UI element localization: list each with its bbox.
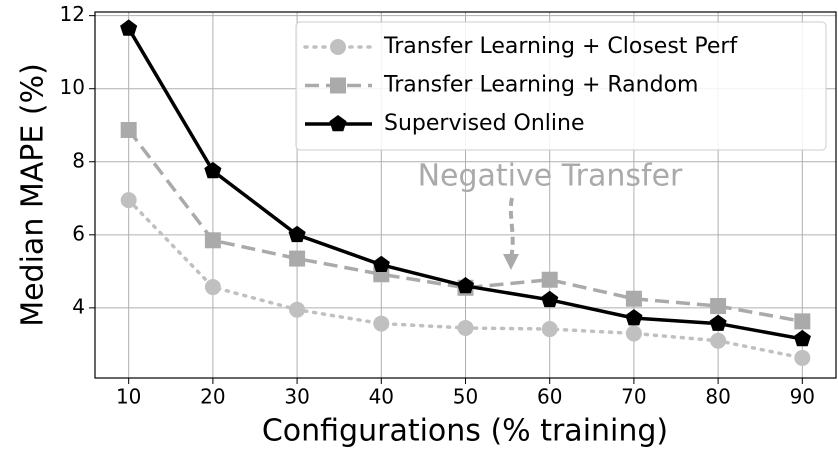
y-axis-label: Median MAPE (%) (16, 63, 51, 327)
x-tick-label: 30 (284, 385, 309, 409)
y-tick-label: 10 (60, 75, 85, 99)
marker (457, 319, 474, 336)
x-tick-label: 40 (369, 385, 394, 409)
x-tick-label: 70 (621, 385, 646, 409)
marker (330, 39, 346, 55)
annotation: Negative Transfer (418, 159, 683, 194)
marker (794, 349, 811, 366)
y-tick-label: 6 (72, 221, 85, 245)
legend-label: Transfer Learning + Closest Perf (383, 34, 738, 59)
marker (289, 250, 306, 267)
legend-box (295, 21, 827, 151)
marker (794, 313, 811, 330)
marker (120, 121, 137, 138)
marker (120, 19, 138, 36)
legend-label: Supervised Online (384, 111, 585, 136)
lines (120, 19, 811, 366)
marker (625, 325, 642, 342)
marker (204, 161, 222, 179)
marker (625, 290, 642, 307)
marker (456, 277, 475, 294)
x-axis-label: Configurations (% training) (262, 414, 668, 449)
marker (204, 279, 221, 296)
marker (541, 290, 559, 308)
y-tick-label: 4 (72, 294, 85, 318)
x-tick-label: 60 (537, 385, 562, 409)
marker (541, 321, 558, 338)
x-tick-label: 80 (705, 385, 730, 409)
marker (204, 232, 221, 249)
marker (709, 314, 727, 331)
x-tick-label: 20 (200, 385, 225, 409)
marker (330, 77, 346, 94)
legend-label: Transfer Learning + Random (383, 73, 698, 98)
marker (793, 329, 811, 347)
x-tick-label: 50 (453, 385, 478, 409)
marker (625, 309, 643, 326)
marker (373, 315, 390, 332)
x-tick-label: 90 (790, 385, 815, 409)
y-tick-label: 12 (60, 2, 85, 26)
marker (541, 271, 558, 288)
y-tick-label: 8 (72, 148, 85, 172)
marker (710, 298, 727, 315)
annotation-arrow (508, 197, 515, 259)
x-tick-label: 10 (116, 385, 141, 409)
marker (289, 301, 306, 318)
marker (120, 192, 137, 209)
marker (710, 332, 727, 349)
annotation-arrowhead (503, 254, 519, 270)
marker (329, 115, 347, 132)
marker (372, 255, 390, 272)
marker (288, 225, 306, 243)
legend: Transfer Learning + Closest Perf Transfer… (295, 21, 827, 151)
